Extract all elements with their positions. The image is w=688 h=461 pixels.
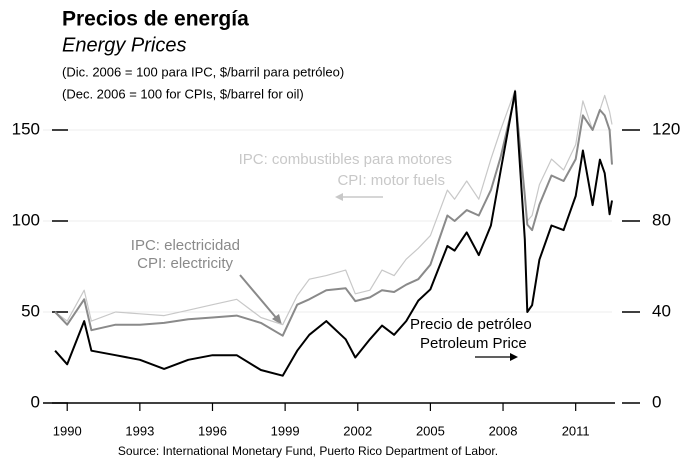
y-tick-label: 50	[21, 301, 40, 320]
note: (Dec. 2006 = 100 for CPIs, $/barrel for …	[62, 86, 304, 101]
series-label: Petroleum Price	[420, 335, 527, 352]
x-tick-label: 2008	[489, 423, 518, 438]
x-tick-label: 2011	[562, 423, 590, 438]
series-label: CPI: motor fuels	[337, 172, 445, 189]
arrow	[239, 274, 279, 321]
series-label: IPC: combustibles para motores	[239, 151, 452, 168]
note: (Dic. 2006 = 100 para IPC, $/barril para…	[62, 64, 344, 79]
series-line	[54, 94, 613, 337]
series-label: IPC: electricidad	[131, 237, 240, 254]
y-tick-label: 0	[31, 392, 40, 411]
x-tick-label: 2005	[416, 423, 445, 438]
y2-tick-label: 80	[652, 210, 671, 229]
arrow-head	[272, 314, 282, 325]
y2-tick-label: 40	[652, 301, 671, 320]
y2-tick-label: 120	[652, 119, 680, 138]
y-tick-label: 100	[12, 210, 40, 229]
arrow-head	[510, 353, 518, 361]
arrow-head	[335, 193, 343, 201]
y2-tick-label: 0	[652, 392, 661, 411]
x-tick-label: 1999	[271, 423, 300, 438]
x-tick-label: 1993	[125, 423, 154, 438]
series-line	[54, 90, 613, 377]
series-line	[54, 89, 613, 326]
chart-subtitle: Energy Prices	[62, 34, 187, 56]
x-tick-label: 1990	[53, 423, 82, 438]
source: Source: International Monetary Fund, Pue…	[118, 444, 498, 458]
y-tick-label: 150	[12, 119, 40, 138]
x-tick-label: 1996	[198, 423, 227, 438]
chart-title: Precios de energía	[62, 8, 249, 31]
x-tick-label: 2002	[343, 423, 372, 438]
series-label: CPI: electricity	[137, 255, 233, 272]
series-label: Precio de petróleo	[410, 316, 532, 333]
